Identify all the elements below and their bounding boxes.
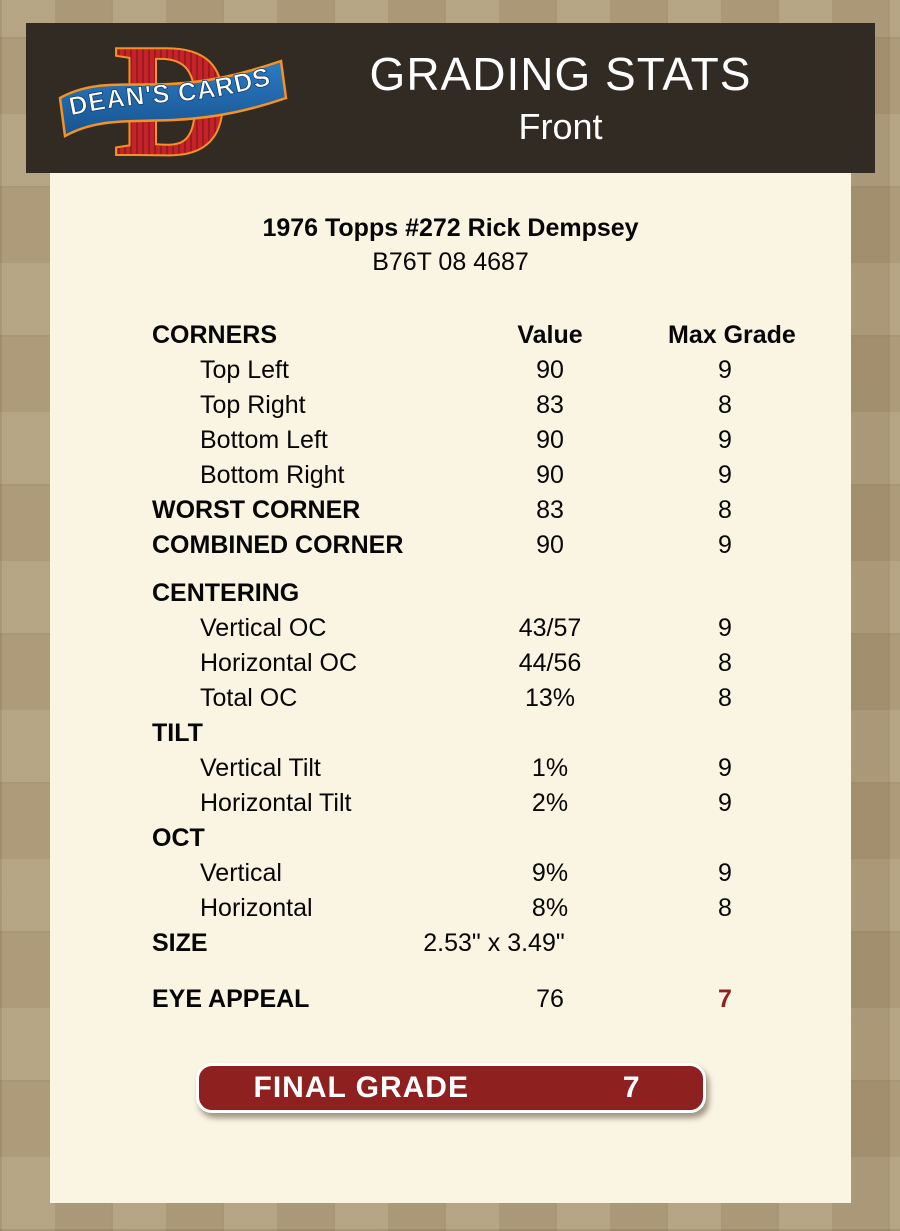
table-row: Bottom Left 90 9 (50, 423, 851, 458)
row-value: 90 (536, 356, 564, 384)
table-row: OCT (50, 821, 851, 856)
row-max-grade (668, 821, 782, 856)
row-max-grade: Max Grade (668, 321, 796, 349)
row-label: Top Left (200, 356, 289, 384)
table-row: Bottom Right 90 9 (50, 458, 851, 493)
table-row: Vertical Tilt 1% 9 (50, 751, 851, 786)
row-value: Value (517, 321, 583, 349)
row-max-grade (668, 716, 782, 751)
table-row: Top Left 90 9 (50, 353, 851, 388)
row-max-grade: 8 (718, 496, 732, 524)
row-max-grade: 8 (718, 649, 732, 677)
table-row: COMBINED CORNER 90 9 (50, 528, 851, 563)
final-grade-value: 7 (622, 1071, 641, 1104)
row-max-grade: 7 (718, 985, 732, 1013)
deans-cards-logo-icon: D DEAN'S CARDS (58, 9, 288, 191)
row-max-grade (668, 926, 782, 961)
table-row: Vertical OC 43/57 9 (50, 611, 851, 646)
row-max-grade: 9 (718, 754, 732, 782)
row-value: 83 (536, 496, 564, 524)
table-row: CORNERS Value Max Grade (50, 318, 851, 353)
row-label: Horizontal Tilt (200, 789, 352, 817)
row-label: Top Right (200, 391, 306, 419)
row-value: 1% (531, 754, 569, 782)
table-row: Top Right 83 8 (50, 388, 851, 423)
row-max-grade: 9 (718, 614, 732, 642)
header-bar: D DEAN'S CARDS GRADING STATS Front (26, 9, 875, 191)
table-row: EYE APPEAL 76 7 (50, 982, 851, 1017)
row-label: Bottom Right (200, 461, 345, 489)
row-label: Horizontal (200, 894, 313, 922)
row-label: TILT (152, 719, 203, 747)
card-title: 1976 Topps #272 Rick Dempsey (262, 214, 639, 242)
stats-panel: 1976 Topps #272 Rick Dempsey B76T 08 468… (50, 173, 851, 1203)
row-value: 90 (536, 531, 564, 559)
row-label: CORNERS (152, 321, 278, 349)
page-subtitle: Front (518, 106, 603, 147)
row-value: 90 (536, 426, 564, 454)
row-value: 13% (524, 684, 576, 712)
row-max-grade: 8 (718, 684, 732, 712)
row-max-grade: 8 (718, 391, 732, 419)
deans-cards-logo: D DEAN'S CARDS (52, 9, 290, 191)
row-max-grade: 8 (718, 894, 732, 922)
table-row: Vertical 9% 9 (50, 856, 851, 891)
header-titles: GRADING STATS Front (276, 23, 845, 173)
row-value: 83 (536, 391, 564, 419)
row-value: 43/57 (518, 614, 582, 642)
row-label: Vertical (200, 859, 282, 887)
row-label: Total OC (200, 684, 298, 712)
row-label: EYE APPEAL (152, 985, 310, 1013)
row-value: 76 (536, 985, 564, 1013)
row-max-grade (668, 576, 782, 611)
row-label: CENTERING (152, 579, 300, 607)
row-label: Bottom Left (200, 426, 328, 454)
row-label: COMBINED CORNER (152, 531, 404, 559)
table-row: Horizontal 8% 8 (50, 891, 851, 926)
logo-ribbon (58, 59, 288, 138)
row-max-grade: 9 (718, 859, 732, 887)
table-row: Horizontal OC 44/56 8 (50, 646, 851, 681)
table-row: TILT (50, 716, 851, 751)
row-label: Horizontal OC (200, 649, 357, 677)
row-max-grade: 9 (718, 789, 732, 817)
grading-table: CORNERS Value Max Grade Top Left 90 9 To… (50, 318, 851, 1017)
table-row: Total OC 13% 8 (50, 681, 851, 716)
table-row: CENTERING (50, 576, 851, 611)
final-grade-label: FINAL GRADE (253, 1071, 469, 1104)
row-value: 90 (536, 461, 564, 489)
row-value: 2% (531, 789, 569, 817)
row-max-grade: 9 (718, 531, 732, 559)
card-serial-number: B76T 08 4687 (372, 248, 529, 276)
row-max-grade: 9 (718, 426, 732, 454)
final-grade-button[interactable]: FINAL GRADE 7 (195, 1063, 706, 1113)
row-max-grade: 9 (718, 461, 732, 489)
row-label: WORST CORNER (152, 496, 361, 524)
row-value: 44/56 (518, 649, 582, 677)
row-label: OCT (152, 824, 205, 852)
row-value (432, 821, 668, 856)
row-value: 9% (531, 859, 569, 887)
row-value (432, 716, 668, 751)
table-row: Horizontal Tilt 2% 9 (50, 786, 851, 821)
row-label: SIZE (152, 929, 208, 957)
table-row: SIZE 2.53" x 3.49" (50, 926, 851, 961)
row-label: Vertical Tilt (200, 754, 321, 782)
row-label: Vertical OC (200, 614, 327, 642)
page-title: GRADING STATS (369, 48, 752, 100)
row-value: 8% (531, 894, 569, 922)
row-max-grade: 9 (718, 356, 732, 384)
table-row: WORST CORNER 83 8 (50, 493, 851, 528)
row-value (432, 576, 668, 611)
row-value: 2.53" x 3.49" (423, 929, 565, 957)
